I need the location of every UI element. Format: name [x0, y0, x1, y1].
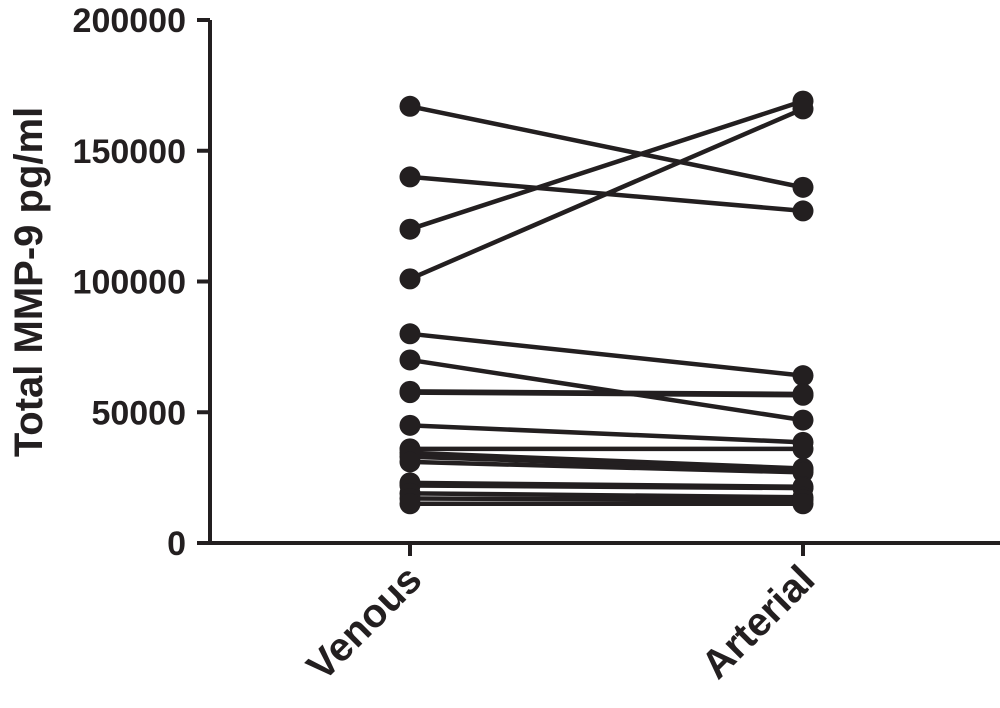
- pair-lines: [409, 98, 804, 507]
- venous-point: [399, 166, 421, 188]
- venous-point: [399, 451, 421, 473]
- pair-line: [409, 98, 804, 232]
- pair-line: [409, 496, 804, 503]
- venous-point: [399, 493, 421, 515]
- pair-line: [409, 491, 804, 500]
- arterial-point: [792, 409, 814, 431]
- pair-line: [409, 106, 804, 281]
- y-axis-title: Total MMP-9 pg/ml: [7, 107, 51, 457]
- arterial-point: [792, 176, 814, 198]
- arterial-point: [792, 365, 814, 387]
- venous-point: [399, 268, 421, 290]
- paired-series: [399, 90, 814, 515]
- pair-line: [409, 483, 804, 491]
- venous-point: [399, 382, 421, 404]
- venous-point: [399, 349, 421, 371]
- arterial-point: [792, 200, 814, 222]
- pair-line: [409, 104, 804, 190]
- y-tick-label: 100000: [73, 264, 186, 302]
- y-tick-label: 150000: [73, 133, 186, 171]
- x-ticks: Venous Arterial: [299, 543, 823, 689]
- pair-line: [409, 331, 804, 378]
- arterial-point: [792, 98, 814, 120]
- y-tick-label: 50000: [91, 394, 186, 432]
- x-category-label: Arterial: [693, 557, 823, 687]
- y-tick-label: 0: [167, 525, 186, 563]
- arterial-point: [792, 384, 814, 406]
- pair-line: [409, 454, 804, 473]
- arterial-point: [792, 493, 814, 515]
- venous-point: [399, 414, 421, 436]
- pair-line: [409, 390, 804, 398]
- pair-points: [399, 90, 814, 515]
- pair-line: [409, 423, 804, 445]
- y-tick-label: 200000: [73, 2, 186, 40]
- venous-point: [399, 95, 421, 117]
- venous-point: [399, 323, 421, 345]
- x-category-label: Venous: [299, 557, 431, 689]
- y-ticks: 0 50000 100000 150000 200000: [73, 2, 210, 563]
- arterial-point: [792, 438, 814, 460]
- pair-line: [409, 459, 804, 475]
- pair-line: [409, 357, 804, 423]
- arterial-point: [792, 461, 814, 483]
- venous-point: [399, 218, 421, 240]
